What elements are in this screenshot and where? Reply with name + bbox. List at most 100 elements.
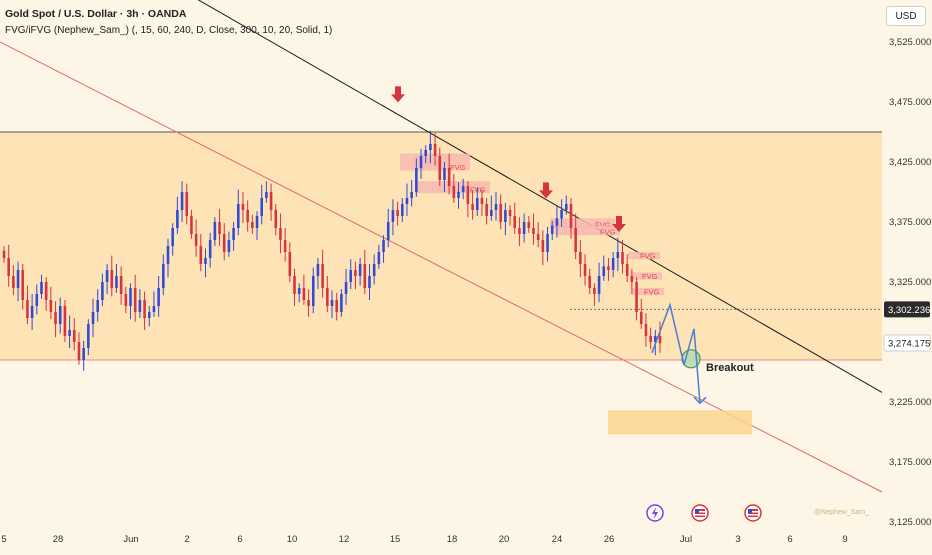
price-axis[interactable] (882, 0, 932, 550)
candle (311, 267, 315, 314)
fvg-zone[interactable] (628, 252, 660, 260)
candle-body (143, 300, 146, 318)
candle (419, 148, 423, 179)
candle (255, 211, 259, 240)
candle-body (326, 288, 329, 306)
candle (377, 244, 381, 269)
y-tick-label: 3,175.000 (889, 457, 931, 468)
candle (54, 301, 57, 338)
candle-body (26, 300, 29, 318)
candle (293, 268, 296, 306)
fvg-zone[interactable] (550, 218, 615, 228)
candle (340, 289, 343, 317)
fvg-label: FVG (600, 228, 616, 237)
candle (265, 181, 268, 203)
candle (44, 277, 48, 311)
candle-body (72, 330, 76, 342)
candle (77, 332, 81, 365)
indicator-legend[interactable]: FVG/iFVG (Nephew_Sam_) (, 15, 60, 240, D… (5, 25, 333, 36)
candle-body (490, 210, 493, 216)
candle (635, 277, 638, 321)
candle-body (302, 288, 306, 300)
y-tick-label: 3,325.000 (889, 277, 931, 288)
candle-body (91, 312, 95, 324)
candle-body (625, 264, 629, 276)
candle (424, 145, 428, 164)
candle-body (616, 252, 620, 258)
candle-body (316, 264, 320, 276)
x-tick-label: Jun (123, 534, 138, 545)
candle (180, 181, 184, 222)
candle-body (424, 150, 428, 156)
candle (58, 297, 62, 334)
candle (26, 285, 29, 324)
candle (400, 198, 404, 222)
candle (199, 234, 203, 272)
candle-body (311, 276, 315, 306)
candle (101, 273, 104, 306)
current-price-tag (884, 301, 930, 318)
candle (124, 286, 128, 314)
candle (597, 262, 601, 303)
candle (602, 255, 606, 281)
fvg-zone[interactable] (630, 272, 662, 280)
candle-body (639, 312, 643, 324)
candle-body (185, 192, 189, 216)
candle-body (382, 240, 385, 252)
currency-button[interactable]: USD (886, 6, 926, 26)
candle (391, 199, 395, 236)
candle (475, 187, 479, 216)
x-tick-label: 15 (390, 534, 401, 545)
candle-body (222, 234, 226, 252)
candle (349, 259, 353, 290)
chart-title: Gold Spot / U.S. Dollar · 3h · OANDA (5, 8, 187, 20)
candle-body (330, 300, 334, 306)
candle-body (508, 210, 512, 216)
candle (35, 284, 39, 315)
fvg-zone[interactable] (555, 225, 620, 236)
candle-body (654, 336, 657, 342)
y-tick-label: 3,125.000 (889, 517, 931, 528)
candle-body (293, 276, 296, 294)
candle (330, 290, 334, 318)
candle (593, 283, 596, 306)
candle (274, 204, 278, 236)
y-tick-label: 3,475.000 (889, 97, 931, 108)
candle (480, 189, 484, 216)
fvg-zone[interactable] (415, 181, 490, 194)
channel-upper-line[interactable] (0, 0, 883, 393)
candle-body (147, 312, 151, 318)
candle (396, 201, 399, 226)
candle-body (30, 306, 34, 318)
candle-body (180, 192, 184, 210)
candle-body (475, 198, 479, 210)
time-axis[interactable] (0, 528, 932, 550)
candle-body (621, 252, 624, 264)
candle (457, 182, 460, 209)
candle-body (101, 282, 104, 300)
projection-path[interactable] (651, 302, 701, 404)
candle (40, 274, 43, 299)
candle-body (569, 204, 573, 228)
candle (447, 153, 451, 195)
x-tick-label: 28 (53, 534, 64, 545)
fvg-label: FVG (640, 252, 656, 261)
candle (513, 202, 517, 234)
candle-body (213, 222, 217, 240)
flag-stripe-icon (695, 511, 705, 513)
candle (279, 213, 282, 254)
candle (630, 268, 634, 294)
x-tick-label: 10 (287, 534, 298, 545)
fvg-zone[interactable] (632, 288, 664, 296)
candle-body (119, 276, 123, 294)
target-zone-box[interactable] (608, 410, 752, 435)
candle (372, 254, 376, 285)
candle-body (541, 240, 545, 252)
candle (429, 130, 432, 164)
candle-body (269, 192, 273, 210)
candle (157, 276, 160, 317)
candle (105, 264, 109, 294)
candle-body (115, 276, 118, 288)
